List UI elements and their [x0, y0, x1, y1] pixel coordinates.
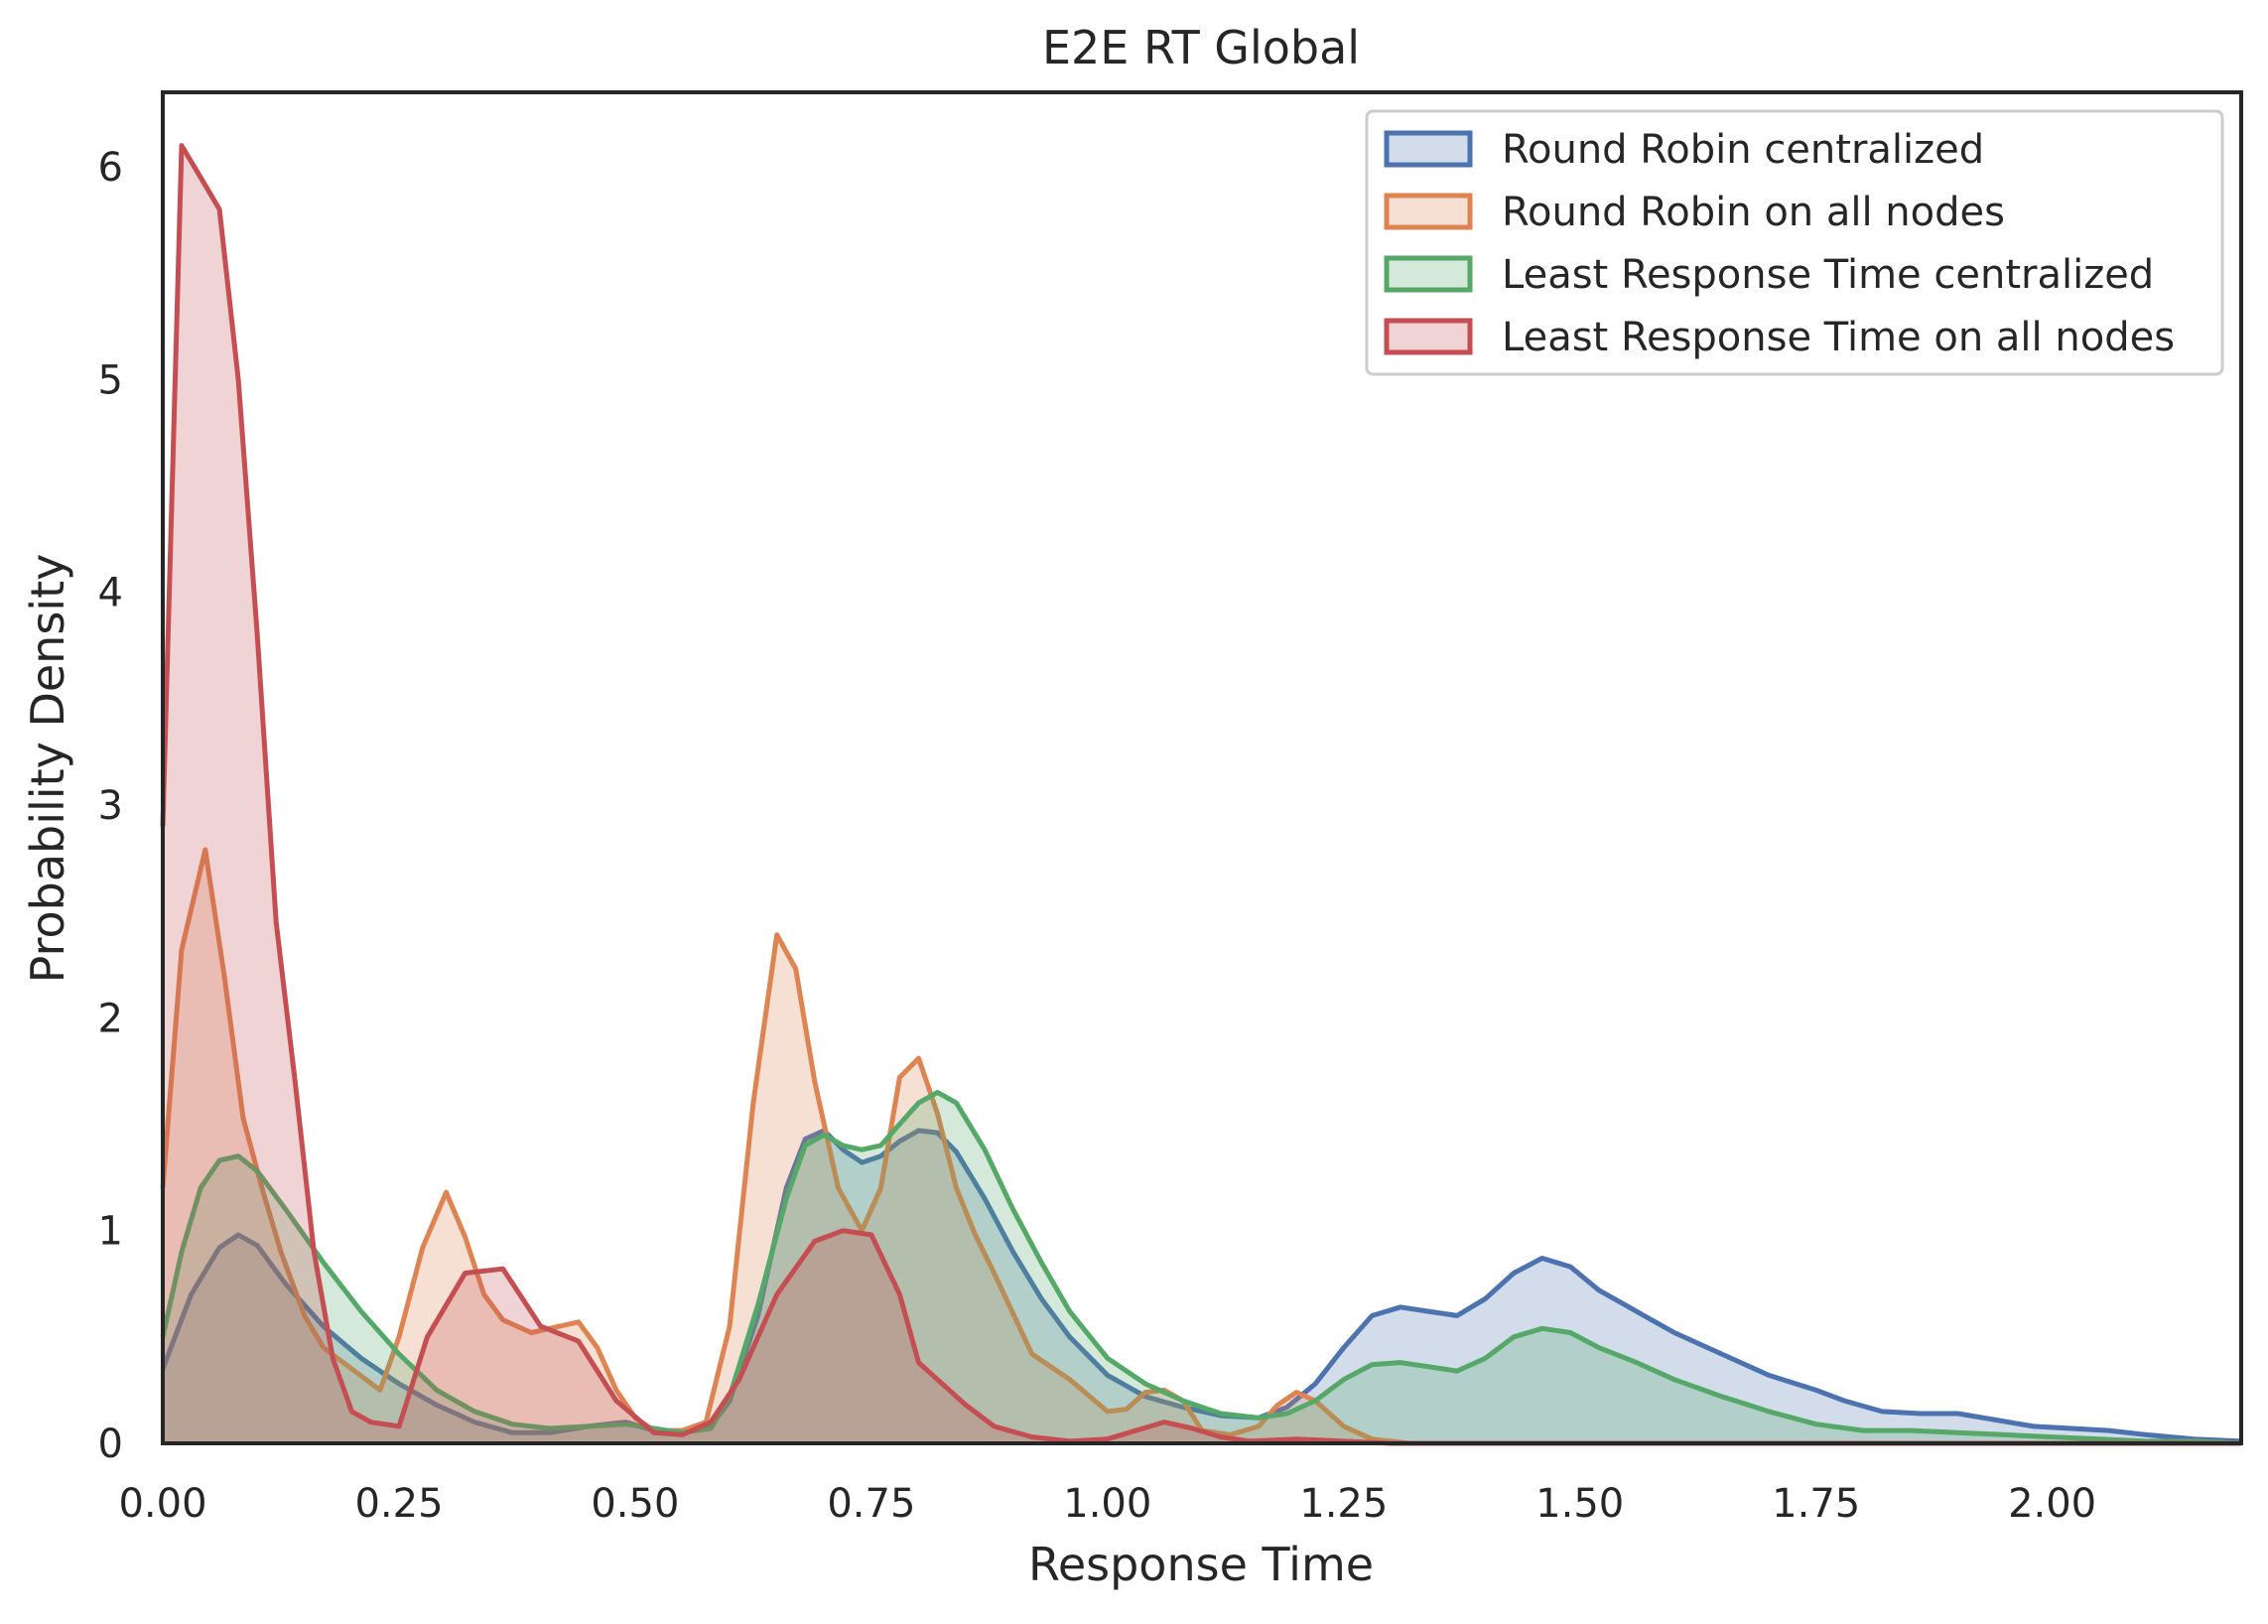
legend: Round Robin centralized Round Robin on al… — [1365, 109, 2224, 376]
x-tick-label: 1.50 — [1535, 1481, 1624, 1527]
x-tick-label: 1.25 — [1299, 1481, 1388, 1527]
x-axis-label: Response Time — [1028, 1538, 1374, 1591]
x-tick-label: 0.00 — [118, 1481, 206, 1527]
series-area-round-robin-centralized — [163, 1130, 2241, 1443]
x-tick-label: 2.00 — [2008, 1481, 2096, 1527]
plot-area — [160, 143, 2242, 1446]
legend-label: Round Robin centralized — [1502, 127, 1984, 173]
y-tick-label: 4 — [98, 571, 123, 616]
series-line-round-robin-centralized — [160, 1128, 2242, 1444]
y-axis-label: Probability Density — [21, 554, 74, 984]
x-tick-label: 1.75 — [1772, 1481, 1860, 1527]
y-axis-ticks: 0 1 2 3 4 5 6 — [98, 145, 123, 1467]
legend-swatch-least-response-time-centralized — [1384, 255, 1473, 293]
legend-frame — [1365, 109, 2224, 376]
legend-swatch-round-robin-on-all-nodes — [1384, 193, 1473, 230]
legend-label: Round Robin on all nodes — [1502, 190, 2005, 235]
series-area-least-response-time-centralized — [163, 1092, 2241, 1443]
y-tick-label: 0 — [98, 1421, 123, 1467]
series-line-least-response-time-centralized — [160, 1089, 2242, 1446]
legend-swatch-round-robin-centralized — [1384, 130, 1473, 168]
x-tick-label: 0.75 — [827, 1481, 915, 1527]
y-tick-label: 1 — [98, 1209, 123, 1255]
legend-swatch-least-response-time-on-all-nodes — [1384, 318, 1473, 355]
series-line-least-response-time-on-all-nodes — [160, 143, 2241, 1446]
y-tick-label: 3 — [98, 783, 123, 829]
series-line-round-robin-on-all-nodes — [160, 847, 2241, 1446]
plot-frame — [161, 90, 2243, 1445]
x-axis-ticks: 0.00 0.25 0.50 0.75 1.00 1.25 1.50 1.75 2.00 — [118, 1481, 2096, 1527]
y-tick-label: 5 — [98, 357, 123, 403]
x-tick-label: 1.00 — [1063, 1481, 1151, 1527]
y-tick-label: 2 — [98, 996, 123, 1041]
legend-label: Least Response Time on all nodes — [1502, 315, 2175, 360]
y-tick-label: 6 — [98, 145, 123, 191]
legend-label: Least Response Time centralized — [1502, 252, 2154, 298]
x-tick-label: 0.25 — [354, 1481, 443, 1527]
x-tick-label: 0.50 — [591, 1481, 679, 1527]
chart-title: E2E RT Global — [1042, 21, 1360, 74]
